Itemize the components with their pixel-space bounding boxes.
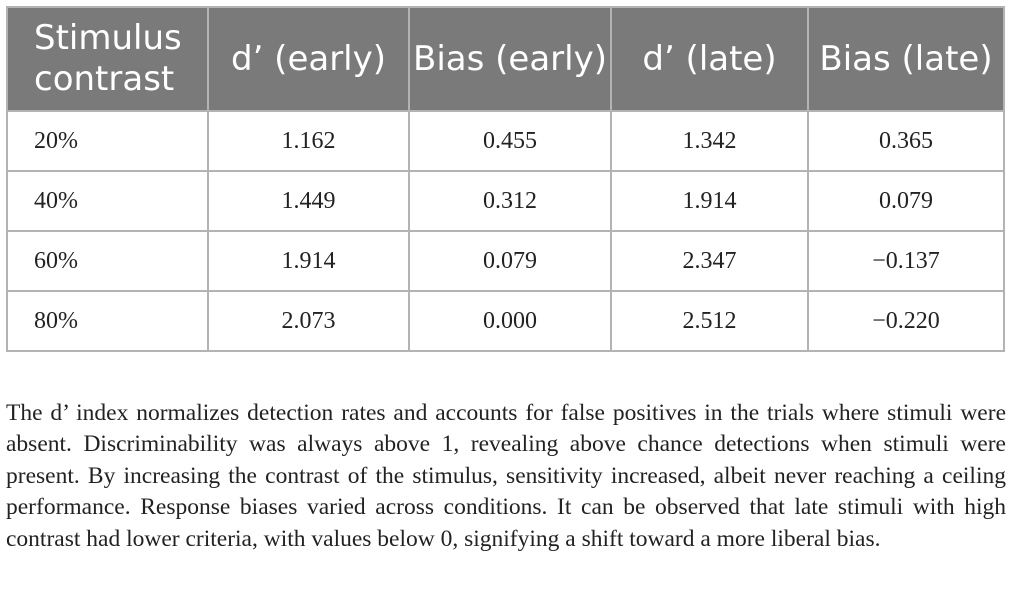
cell-d-prime-early: 1.449 bbox=[207, 170, 410, 232]
table-header-row: Stimulus contrast d’ (early) Bias (early… bbox=[6, 6, 1005, 112]
cell-bias-early: 0.000 bbox=[408, 290, 612, 352]
cell-bias-late: −0.220 bbox=[807, 290, 1005, 352]
cell-bias-late: 0.365 bbox=[807, 110, 1005, 172]
cell-bias-early: 0.312 bbox=[408, 170, 612, 232]
cell-bias-late: 0.079 bbox=[807, 170, 1005, 232]
table-row: 60% 1.914 0.079 2.347 −0.137 bbox=[6, 230, 1005, 292]
cell-d-prime-late: 1.914 bbox=[610, 170, 809, 232]
results-table: Stimulus contrast d’ (early) Bias (early… bbox=[6, 6, 1005, 352]
cell-bias-early: 0.079 bbox=[408, 230, 612, 292]
cell-d-prime-early: 1.914 bbox=[207, 230, 410, 292]
cell-contrast: 80% bbox=[6, 290, 209, 352]
table-footnote: The d’ index normalizes detection rates … bbox=[6, 399, 1006, 552]
cell-bias-early: 0.455 bbox=[408, 110, 612, 172]
header-bias-early: Bias (early) bbox=[408, 6, 612, 112]
table-row: 80% 2.073 0.000 2.512 −0.220 bbox=[6, 290, 1005, 352]
header-bias-late: Bias (late) bbox=[807, 6, 1005, 112]
cell-d-prime-late: 1.342 bbox=[610, 110, 809, 172]
cell-d-prime-early: 1.162 bbox=[207, 110, 410, 172]
header-d-prime-late: d’ (late) bbox=[610, 6, 809, 112]
cell-d-prime-early: 2.073 bbox=[207, 290, 410, 352]
table-row: 20% 1.162 0.455 1.342 0.365 bbox=[6, 110, 1005, 172]
header-stimulus-contrast: Stimulus contrast bbox=[6, 6, 209, 112]
cell-contrast: 60% bbox=[6, 230, 209, 292]
results-table-container: Stimulus contrast d’ (early) Bias (early… bbox=[6, 6, 1005, 352]
cell-bias-late: −0.137 bbox=[807, 230, 1005, 292]
cell-d-prime-late: 2.512 bbox=[610, 290, 809, 352]
cell-contrast: 20% bbox=[6, 110, 209, 172]
cell-contrast: 40% bbox=[6, 170, 209, 232]
cell-d-prime-late: 2.347 bbox=[610, 230, 809, 292]
header-d-prime-early: d’ (early) bbox=[207, 6, 410, 112]
table-row: 40% 1.449 0.312 1.914 0.079 bbox=[6, 170, 1005, 232]
